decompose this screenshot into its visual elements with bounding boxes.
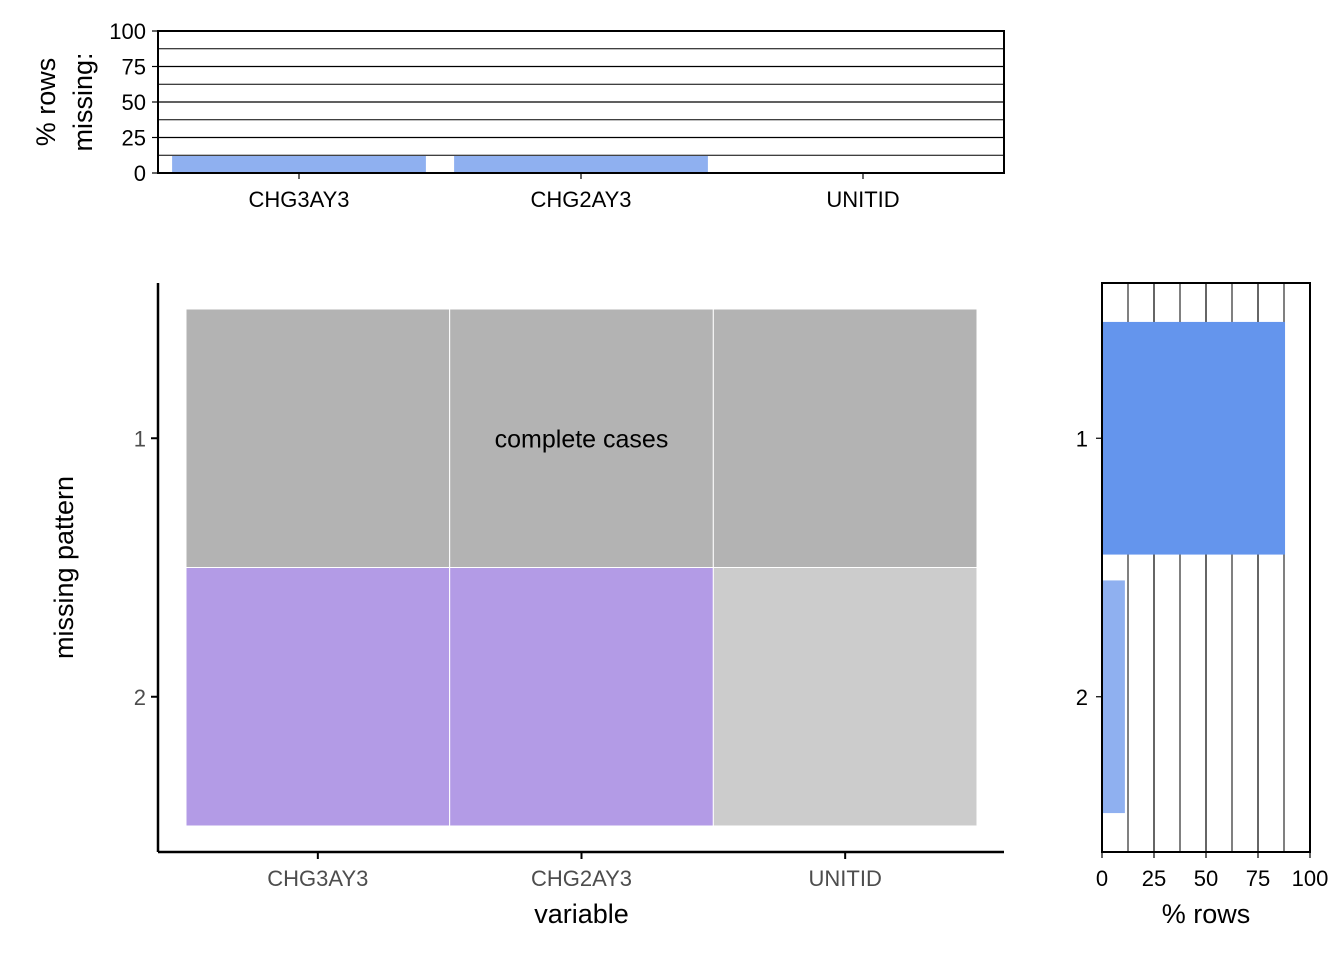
right-x-axis-title: % rows <box>1162 899 1251 929</box>
main-y-tick-label: 1 <box>134 426 146 451</box>
top-x-tick-label: UNITID <box>826 187 899 212</box>
pattern-tile <box>185 308 451 568</box>
pattern-tile <box>185 567 451 827</box>
right-y-tick-label: 1 <box>1076 426 1088 451</box>
right-bar-panel: 1 2 0 25 50 75 100 % rows <box>1076 282 1329 929</box>
right-x-tick-label: 100 <box>1292 866 1329 891</box>
top-y-tick-label: 0 <box>134 161 146 186</box>
main-x-axis-title: variable <box>534 899 629 929</box>
right-y-tick-label: 2 <box>1076 685 1088 710</box>
top-y-tick-label: 25 <box>122 126 146 151</box>
main-x-tick-label: UNITID <box>809 866 882 891</box>
top-bar-panel: 0 25 50 75 100 CHG3AY3 CHG2AY3 UNITID % rows miss… <box>31 19 1005 212</box>
top-y-tick-label: 50 <box>122 90 146 115</box>
right-x-tick-label: 0 <box>1096 866 1108 891</box>
top-y-axis-title-line1: % rows <box>31 58 61 147</box>
top-x-tick-label: CHG3AY3 <box>248 187 349 212</box>
top-y-tick-label: 100 <box>109 19 146 44</box>
right-bar <box>1102 580 1125 814</box>
top-panel-border <box>157 30 1005 174</box>
main-x-tick-label: CHG2AY3 <box>531 866 632 891</box>
complete-cases-label: complete cases <box>495 425 669 453</box>
right-x-tick-label: 25 <box>1142 866 1166 891</box>
top-x-tick-label: CHG2AY3 <box>530 187 631 212</box>
main-y-axis-title: missing pattern <box>49 476 79 659</box>
pattern-tile <box>712 308 978 568</box>
right-x-tick-label: 75 <box>1246 866 1270 891</box>
main-x-tick-label: CHG3AY3 <box>267 866 368 891</box>
top-y-tick-label: 75 <box>122 55 146 80</box>
right-panel-border <box>1101 282 1311 853</box>
right-bar <box>1102 321 1286 555</box>
top-y-axis-title-line2: missing: <box>68 52 98 151</box>
top-bar <box>454 155 708 173</box>
missing-pattern-heatmap: complete cases 1 2 CHG3AY3 CHG2AY3 UNITID vari… <box>49 283 1004 929</box>
main-y-tick-label: 2 <box>134 685 146 710</box>
pattern-tile <box>449 567 714 827</box>
pattern-tile <box>712 567 978 827</box>
top-bar <box>172 155 426 173</box>
right-x-tick-label: 50 <box>1194 866 1218 891</box>
pattern-tile <box>449 308 714 568</box>
